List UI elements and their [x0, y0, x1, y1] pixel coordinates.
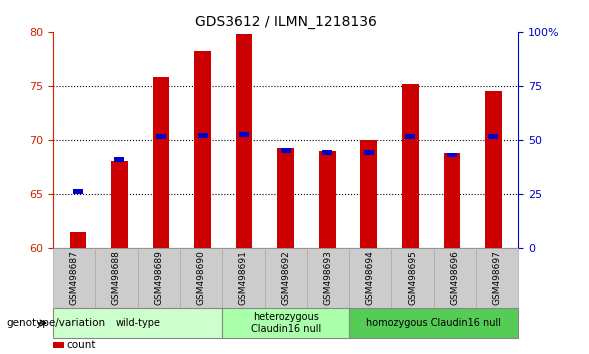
Bar: [360, 140, 377, 248]
Bar: [364, 150, 374, 155]
Bar: [111, 161, 128, 248]
Bar: [197, 133, 207, 138]
Bar: [281, 148, 290, 153]
Text: GSM498689: GSM498689: [154, 250, 163, 306]
Bar: [236, 34, 253, 248]
Bar: [319, 150, 336, 248]
Title: GDS3612 / ILMN_1218136: GDS3612 / ILMN_1218136: [195, 16, 376, 29]
Text: GSM498694: GSM498694: [366, 251, 375, 305]
Text: GSM498695: GSM498695: [408, 250, 417, 306]
Text: GSM498688: GSM498688: [112, 250, 121, 306]
Bar: [444, 153, 460, 248]
Bar: [322, 150, 332, 155]
Bar: [405, 134, 415, 139]
Bar: [156, 134, 166, 139]
Text: GSM498696: GSM498696: [451, 250, 459, 306]
Text: GSM498697: GSM498697: [492, 250, 502, 306]
Bar: [70, 232, 86, 248]
Bar: [153, 77, 170, 248]
Bar: [194, 51, 211, 248]
Bar: [488, 134, 498, 139]
Bar: [277, 148, 294, 248]
Text: genotype/variation: genotype/variation: [6, 318, 105, 328]
Text: homozygous Claudin16 null: homozygous Claudin16 null: [366, 318, 501, 328]
Text: heterozygous
Claudin16 null: heterozygous Claudin16 null: [250, 312, 321, 334]
Text: wild-type: wild-type: [115, 318, 160, 328]
Bar: [73, 189, 83, 194]
Text: GSM498687: GSM498687: [70, 250, 79, 306]
Text: GSM498690: GSM498690: [197, 250, 206, 306]
Bar: [239, 132, 249, 137]
Text: GSM498691: GSM498691: [239, 250, 248, 306]
Text: count: count: [67, 340, 96, 350]
Bar: [402, 84, 419, 248]
Bar: [114, 157, 124, 162]
Text: GSM498693: GSM498693: [323, 250, 332, 306]
Text: GSM498692: GSM498692: [281, 251, 290, 305]
Bar: [447, 153, 457, 158]
Bar: [485, 91, 502, 248]
